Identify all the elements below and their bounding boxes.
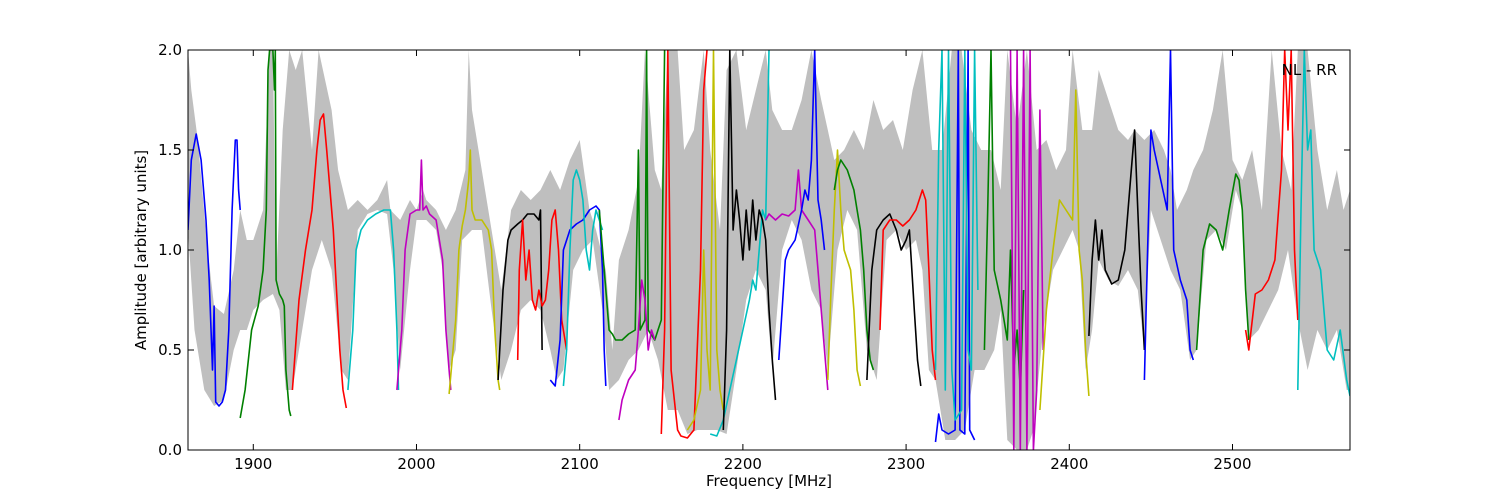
series-line-4: [347, 209, 400, 391]
series-line-14: [686, 50, 725, 431]
series-line-22: [879, 189, 937, 381]
x-axis: 1900 2000 2100 2200 2300 2400 2500: [234, 50, 1252, 473]
y-tick-label: 1.0: [158, 241, 182, 259]
x-tick-label: 2300: [887, 455, 925, 473]
series-line-18: [778, 50, 826, 361]
series-line-25: [983, 50, 1025, 391]
y-tick-label: 0.0: [158, 441, 182, 459]
series-line-6: [448, 149, 501, 395]
series-line-16: [722, 50, 777, 431]
series-line-3: [291, 113, 348, 409]
x-tick-label: 2200: [724, 455, 762, 473]
series-line-29: [1143, 50, 1195, 381]
y-tick-label: 0.5: [158, 341, 182, 359]
series-line-11: [598, 50, 666, 341]
series-line-2: [239, 50, 292, 419]
series-line-1: [188, 133, 241, 407]
y-tick-label: 1.5: [158, 141, 182, 159]
x-tick-label: 2100: [561, 455, 599, 473]
series-line-23: [934, 50, 976, 443]
series-line-17: [764, 169, 829, 391]
series-line-27: [1039, 89, 1090, 411]
series-line-9: [549, 205, 607, 387]
series-line-19: [827, 149, 862, 387]
y-axis-title: Amplitude [arbitrary units]: [132, 150, 150, 350]
y-tick-label: 2.0: [158, 41, 182, 59]
series-line-26: [1009, 50, 1044, 450]
series-line-21: [866, 213, 922, 387]
series-line-13: [660, 50, 708, 439]
series-line-5: [396, 159, 452, 391]
series-line-10: [562, 169, 604, 387]
series-group: [188, 50, 1350, 450]
series-line-12: [618, 279, 656, 421]
series-line-24: [934, 50, 979, 421]
x-tick-label: 2500: [1213, 455, 1251, 473]
plot-area: [188, 50, 1350, 450]
x-tick-label: 2400: [1050, 455, 1088, 473]
x-tick-label: 1900: [234, 455, 272, 473]
series-line-31: [1244, 50, 1299, 351]
plot-annotation: NL - RR: [1282, 61, 1337, 79]
x-axis-title: Frequency [MHz]: [706, 472, 832, 490]
series-line-32: [1297, 50, 1350, 397]
series-line-30: [1195, 173, 1250, 351]
x-tick-label: 2000: [397, 455, 435, 473]
series-line-28: [1088, 129, 1146, 351]
envelope-band: [188, 50, 1350, 450]
y-axis: 0.0 0.5 1.0 1.5 2.0: [158, 41, 1350, 459]
series-line-8: [516, 209, 568, 361]
